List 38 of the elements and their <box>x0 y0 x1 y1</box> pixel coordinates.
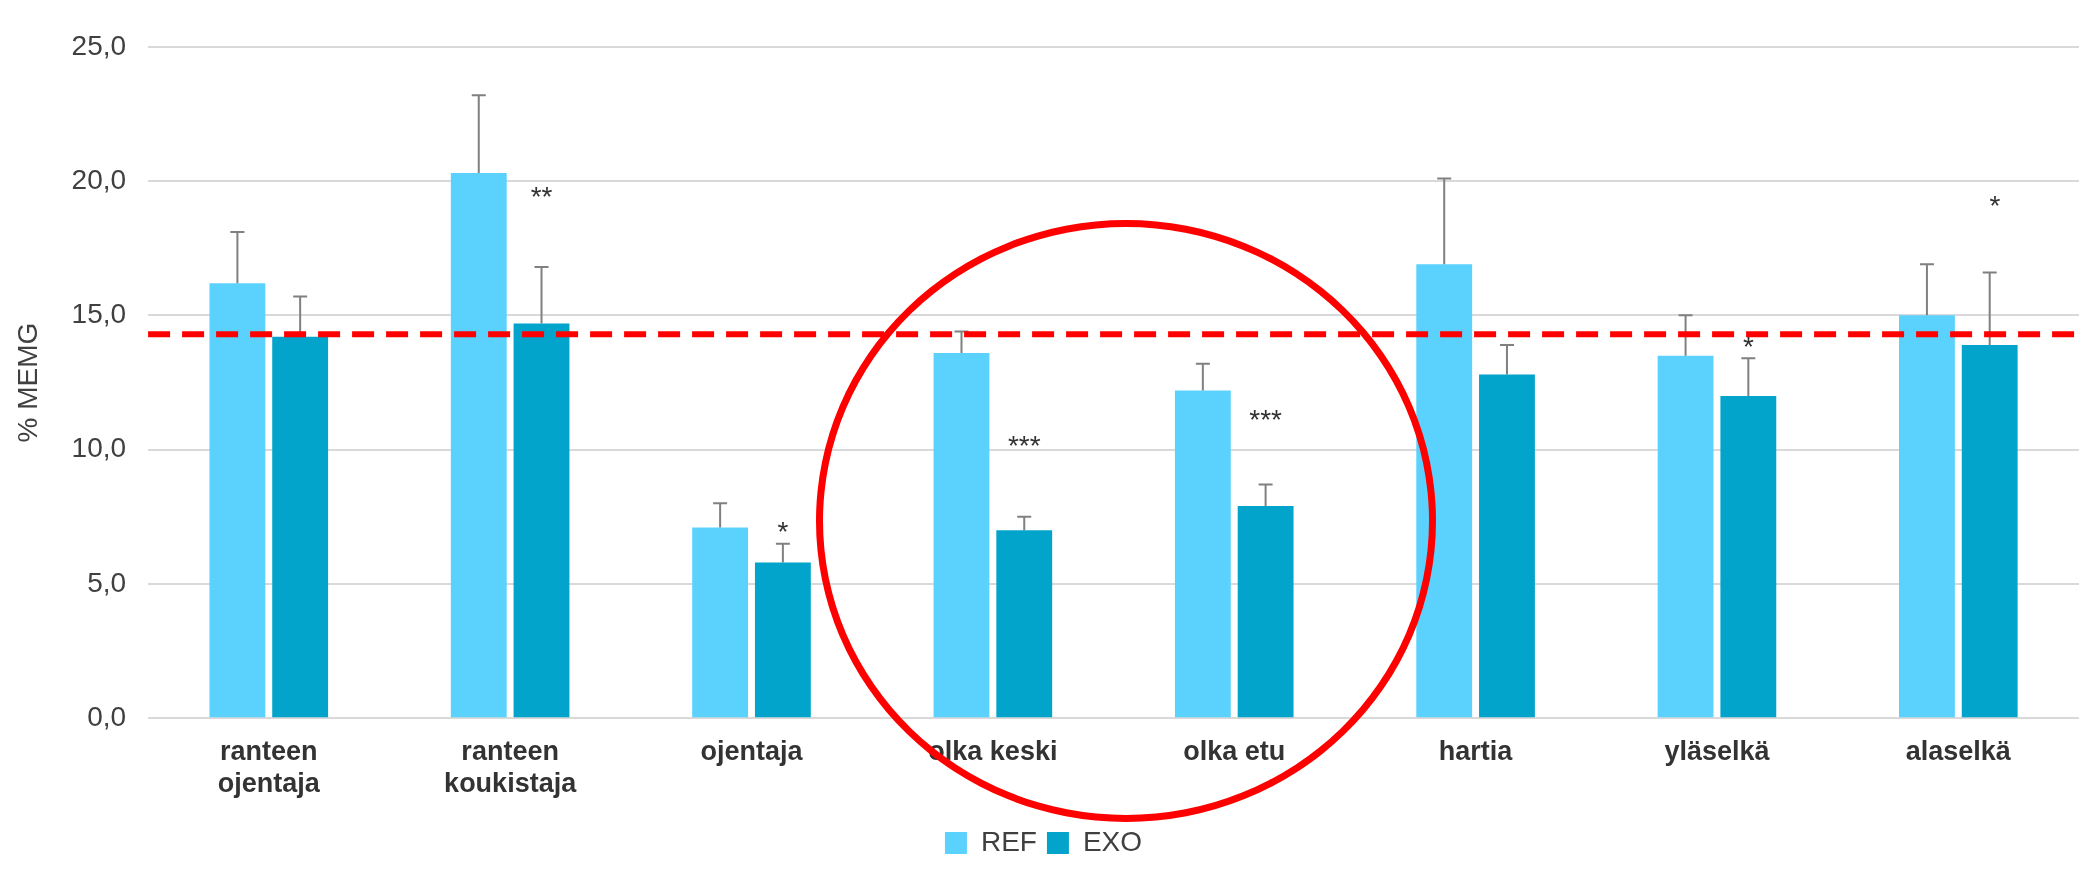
annotation: * <box>777 516 789 548</box>
annotation: *** <box>1249 403 1283 435</box>
annotation: * <box>1742 331 1754 363</box>
annotation: *** <box>1007 430 1041 462</box>
bar <box>1961 344 2018 718</box>
bar <box>1657 355 1714 718</box>
annotation: ** <box>530 180 553 212</box>
bar <box>1416 264 1473 718</box>
bar <box>1174 390 1231 718</box>
x-tick-label: ranteen koukistaja <box>444 735 578 799</box>
bar <box>513 323 570 718</box>
bar <box>1720 395 1777 718</box>
bar <box>1237 506 1294 718</box>
y-tick-label: 5,0 <box>87 566 127 598</box>
x-tick-label: yläselkä <box>1664 735 1771 766</box>
x-tick-label: alaselkä <box>1905 735 2012 766</box>
y-tick-label: 20,0 <box>71 163 127 195</box>
bar <box>209 283 266 718</box>
y-tick-label: 0,0 <box>87 700 127 732</box>
y-tick-label: 25,0 <box>71 29 127 61</box>
legend-label: REF <box>980 825 1037 857</box>
x-tick-label: ojentaja <box>700 735 804 766</box>
x-tick-label: olka etu <box>1183 735 1286 766</box>
bar <box>692 527 749 718</box>
bar <box>1899 315 1955 718</box>
x-tick-label: hartia <box>1438 735 1514 766</box>
bar <box>272 336 329 718</box>
bar <box>996 530 1053 718</box>
y-tick-label: 15,0 <box>71 298 127 330</box>
bar <box>450 173 507 718</box>
y-tick-label: 10,0 <box>71 432 127 464</box>
x-tick-label: ranteen ojentaja <box>217 735 321 799</box>
bar <box>933 352 990 718</box>
bar <box>754 562 811 718</box>
annotation: * <box>1989 189 2001 221</box>
y-axis-title: % MEMG <box>11 322 43 443</box>
legend-label: EXO <box>1082 825 1143 857</box>
bar <box>1479 374 1535 718</box>
